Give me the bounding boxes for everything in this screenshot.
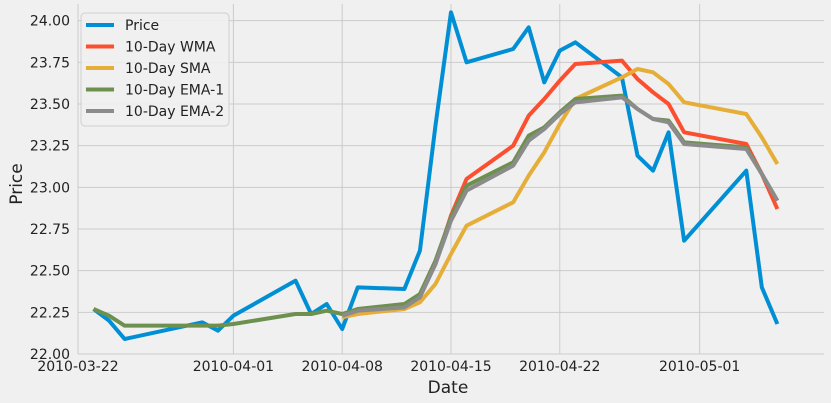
y-tick-label: 22.50 [30, 264, 70, 280]
x-tick-label: 2010-04-15 [410, 359, 491, 375]
legend: Price 10-Day WMA 10-Day SMA 10-Day EMA-1 10-… [80, 12, 230, 127]
y-tick-label: 23.25 [30, 139, 70, 155]
series-lines [92, 10, 780, 341]
x-axis-label: Date [428, 378, 469, 398]
legend-entry: 10-Day EMA-2 [125, 104, 224, 120]
legend-entry: 10-Day WMA [125, 40, 216, 56]
series-line-10-day-sma [341, 67, 780, 320]
y-tick-label: 22.25 [30, 305, 70, 321]
x-tick-label: 2010-05-01 [659, 359, 740, 375]
series-line-price [92, 10, 780, 341]
y-tick-label: 23.75 [30, 55, 70, 71]
y-tick-label: 22.75 [30, 222, 70, 238]
legend-entry: Price [125, 18, 159, 34]
x-tick-label: 2010-04-08 [302, 359, 383, 375]
y-tick-label: 23.50 [30, 97, 70, 113]
x-tick-label: 2010-04-22 [519, 359, 600, 375]
legend-entry: 10-Day SMA [125, 61, 211, 77]
y-axis-label: Price [7, 163, 27, 204]
legend-entry: 10-Day EMA-1 [125, 83, 224, 99]
y-tick-label: 22.00 [30, 347, 70, 363]
y-tick-label: 23.00 [30, 180, 70, 196]
x-tick-label: 2010-03-22 [37, 359, 118, 375]
tick-labels: 22.00 22.25 22.50 22.75 23.00 23.25 23.50 23.75… [30, 14, 740, 375]
x-tick-label: 2010-04-01 [193, 359, 274, 375]
series-line-10-day-ema-2 [341, 95, 780, 318]
y-tick-label: 24.00 [30, 14, 70, 30]
legend-box [80, 12, 230, 127]
